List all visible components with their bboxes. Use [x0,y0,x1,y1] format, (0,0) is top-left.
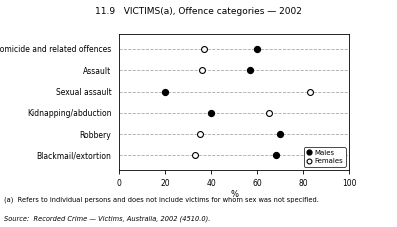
Point [307,90,313,93]
Point [266,111,272,115]
Point [208,111,214,115]
Point [254,47,260,51]
Text: 11.9   VICTIMS(a), Offence categories — 2002: 11.9 VICTIMS(a), Offence categories — 20… [95,7,302,16]
Text: Source:  Recorded Crime — Victims, Australia, 2002 (4510.0).: Source: Recorded Crime — Victims, Austra… [4,216,210,222]
Text: (a)  Refers to individual persons and does not include victims for whom sex was : (a) Refers to individual persons and doe… [4,196,319,203]
Point [162,90,168,93]
Legend: Males, Females: Males, Females [304,147,346,167]
Point [199,68,205,72]
Point [247,68,254,72]
Point [192,153,198,157]
Point [197,132,203,136]
Point [272,153,279,157]
X-axis label: %: % [230,190,238,199]
Point [277,132,283,136]
Point [201,47,208,51]
